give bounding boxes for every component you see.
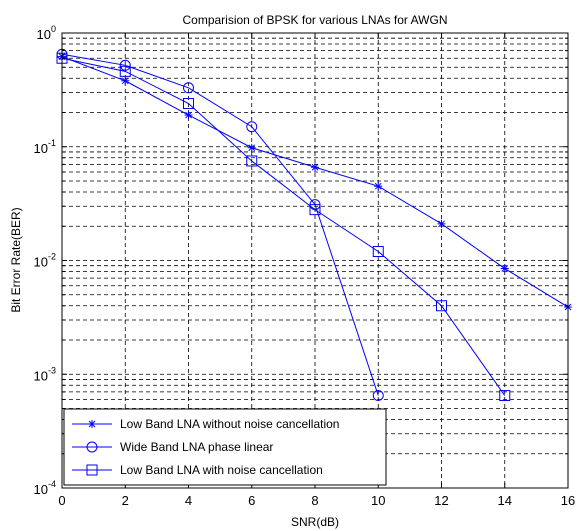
- y-tick-label: 100: [37, 24, 56, 42]
- data-point-star: [311, 163, 319, 172]
- data-point-square: [436, 300, 447, 312]
- x-tick-label: 8: [311, 493, 318, 508]
- data-point-square: [246, 155, 258, 167]
- data-point-star: [88, 420, 96, 428]
- legend-box: [63, 408, 387, 486]
- x-axis-label: SNR(dB): [291, 515, 339, 529]
- data-point-star: [437, 219, 446, 228]
- data-point-square: [86, 464, 98, 476]
- data-point-star: [121, 76, 130, 85]
- data-point-star: [184, 111, 193, 120]
- x-tick-label: 0: [58, 493, 65, 508]
- series-2: [56, 48, 384, 402]
- data-point-square: [183, 98, 194, 110]
- x-tick-label: 16: [561, 493, 575, 508]
- legend-item: Low Band LNA with noise cancellation: [72, 463, 323, 477]
- data-point-star: [500, 264, 509, 273]
- legend-label: Low Band LNA without noise cancellation: [120, 417, 339, 431]
- legend-item: Low Band LNA without noise cancellation: [72, 417, 339, 431]
- data-point-square: [499, 390, 511, 402]
- x-tick-label: 10: [371, 493, 385, 508]
- legend-item: Wide Band LNA phase linear: [72, 440, 273, 454]
- series-layer: [56, 48, 572, 402]
- data-point-square: [372, 245, 384, 257]
- series-line: [61, 53, 379, 396]
- grid: [62, 33, 568, 488]
- x-tick-label: 12: [434, 493, 448, 508]
- data-point-star: [374, 182, 383, 191]
- ticks: 0 2 4 6 8 10 12 14 16 100 10-1 10-2 10-3 10-4: [34, 24, 576, 508]
- y-tick-label: 10-2: [34, 252, 56, 270]
- data-point-star: [247, 143, 256, 152]
- x-tick-label: 14: [498, 493, 512, 508]
- data-point-circle: [86, 441, 98, 453]
- data-point-square: [119, 65, 131, 77]
- y-tick-label: 10-3: [34, 365, 56, 383]
- chart-title: Comparision of BPSK for various LNAs for…: [183, 13, 448, 27]
- legend: Low Band LNA without noise cancellation W…: [63, 408, 387, 486]
- data-point-circle: [183, 82, 194, 94]
- series-line: [61, 57, 506, 396]
- legend-label: Wide Band LNA phase linear: [120, 440, 273, 454]
- y-tick-label: 10-1: [34, 138, 56, 156]
- x-tick-label: 6: [248, 493, 255, 508]
- legend-label: Low Band LNA with noise cancellation: [120, 463, 323, 477]
- series-3: [56, 52, 511, 402]
- data-point-square: [309, 204, 321, 216]
- data-point-circle: [246, 121, 258, 133]
- y-axis-label: Bit Error Rate(BER): [9, 207, 23, 312]
- data-point-circle: [372, 390, 384, 402]
- x-tick-label: 2: [122, 493, 129, 508]
- y-tick-label: 10-4: [34, 479, 56, 497]
- x-tick-label: 4: [185, 493, 192, 508]
- data-point-circle: [119, 59, 131, 71]
